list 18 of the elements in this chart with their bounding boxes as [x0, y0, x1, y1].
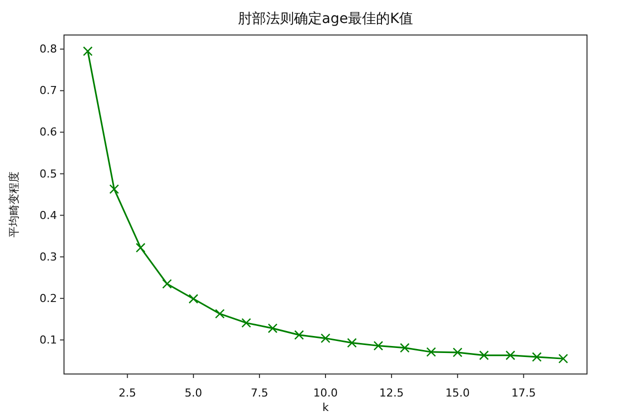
- y-tick-label: 0.5: [40, 167, 57, 180]
- y-tick-label: 0.1: [40, 333, 57, 346]
- y-tick-label: 0.2: [40, 292, 57, 305]
- x-axis-title: k: [322, 401, 330, 414]
- y-axis-title: 平均畸变程度: [8, 172, 20, 238]
- x-tick-label: 17.5: [511, 386, 536, 400]
- y-tick-label: 0.3: [40, 250, 57, 264]
- chart-title: 肘部法则确定age最佳的K值: [238, 11, 414, 27]
- y-tick-label: 0.7: [40, 84, 57, 98]
- x-tick-label: 5.0: [184, 386, 202, 400]
- x-tick-label: 12.5: [379, 386, 404, 400]
- x-tick-label: 10.0: [313, 386, 338, 400]
- x-tick-label: 15.0: [445, 386, 470, 400]
- y-tick-label: 0.4: [40, 208, 57, 222]
- y-tick-label: 0.6: [40, 126, 57, 139]
- x-tick-label: 7.5: [250, 386, 268, 400]
- y-tick-label: 0.8: [40, 42, 57, 56]
- x-tick-label: 2.5: [118, 386, 136, 400]
